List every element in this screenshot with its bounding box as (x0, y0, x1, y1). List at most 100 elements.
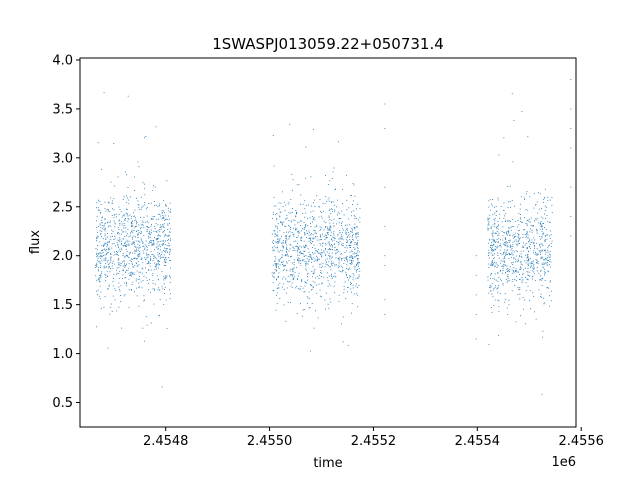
data-point (504, 242, 506, 244)
data-point (104, 223, 106, 225)
data-point (289, 236, 291, 237)
data-point (96, 256, 98, 258)
data-point (327, 280, 329, 282)
data-point (276, 213, 278, 215)
data-point (504, 242, 506, 244)
data-point (346, 255, 348, 257)
data-point (291, 189, 293, 191)
data-point (326, 228, 328, 230)
data-point (305, 255, 307, 257)
data-point (323, 235, 325, 237)
data-point (106, 252, 108, 254)
data-point (154, 216, 156, 218)
data-point (498, 228, 500, 230)
data-point (492, 262, 494, 264)
data-point (110, 220, 111, 222)
data-point (141, 224, 143, 226)
data-point (129, 259, 131, 261)
data-point (277, 238, 278, 240)
data-point (108, 266, 110, 268)
data-point (334, 275, 336, 277)
data-point (543, 303, 545, 305)
data-point (501, 230, 503, 232)
data-point (142, 262, 144, 264)
data-point (316, 260, 318, 262)
data-point (99, 209, 101, 211)
data-point (132, 242, 134, 243)
data-point (350, 244, 352, 246)
data-point (157, 229, 159, 231)
data-point (290, 228, 292, 230)
data-point (106, 261, 108, 263)
data-point (273, 245, 275, 247)
data-point (384, 299, 386, 301)
data-point (511, 290, 513, 292)
data-point (126, 254, 128, 256)
data-point (150, 225, 152, 227)
data-point (113, 242, 115, 244)
data-point (291, 255, 293, 257)
data-point (513, 270, 515, 272)
data-point (357, 248, 359, 250)
data-point (330, 260, 332, 262)
data-point (273, 230, 275, 231)
data-point (358, 284, 360, 286)
data-point (355, 217, 357, 219)
data-point (158, 260, 159, 262)
x-axis-offset-label: 1e6 (551, 455, 576, 470)
data-point (338, 264, 340, 266)
data-point (170, 208, 171, 210)
data-point (346, 227, 348, 229)
data-point (510, 262, 512, 264)
data-point (495, 227, 497, 228)
data-point (527, 268, 529, 270)
data-point (163, 231, 164, 232)
data-point (159, 215, 161, 217)
data-point (315, 310, 316, 312)
data-point (493, 240, 495, 242)
data-point (105, 222, 107, 224)
data-point (330, 266, 332, 268)
data-point (155, 126, 157, 128)
data-point (135, 280, 137, 282)
data-point (295, 212, 297, 214)
data-point (309, 237, 311, 239)
data-point (131, 272, 133, 274)
data-point (128, 240, 130, 242)
data-point (534, 220, 536, 222)
data-point (488, 286, 490, 288)
data-point (146, 280, 148, 282)
data-point (337, 267, 339, 269)
data-point (351, 211, 352, 213)
data-point (273, 196, 275, 198)
data-point (300, 251, 302, 253)
data-point (304, 216, 306, 218)
data-point (300, 265, 302, 267)
data-point (503, 264, 505, 266)
data-point (146, 249, 148, 251)
data-point (532, 225, 534, 227)
data-point (168, 207, 170, 209)
data-point (494, 261, 495, 263)
data-point (319, 230, 321, 232)
data-point (323, 251, 325, 253)
data-point (346, 241, 348, 243)
data-point (346, 237, 348, 239)
data-point (529, 262, 531, 264)
data-point (515, 280, 517, 281)
data-point (124, 220, 126, 222)
data-point (105, 253, 107, 255)
data-point (321, 283, 323, 285)
data-point (170, 276, 171, 278)
data-point (491, 254, 493, 256)
data-point (529, 240, 530, 242)
data-point (547, 262, 549, 263)
data-point (278, 268, 280, 269)
data-point (157, 238, 159, 240)
data-point (318, 216, 320, 218)
data-point (165, 240, 166, 242)
data-point (104, 235, 106, 237)
data-point (325, 248, 326, 249)
data-point (112, 208, 113, 210)
data-point (320, 296, 322, 298)
